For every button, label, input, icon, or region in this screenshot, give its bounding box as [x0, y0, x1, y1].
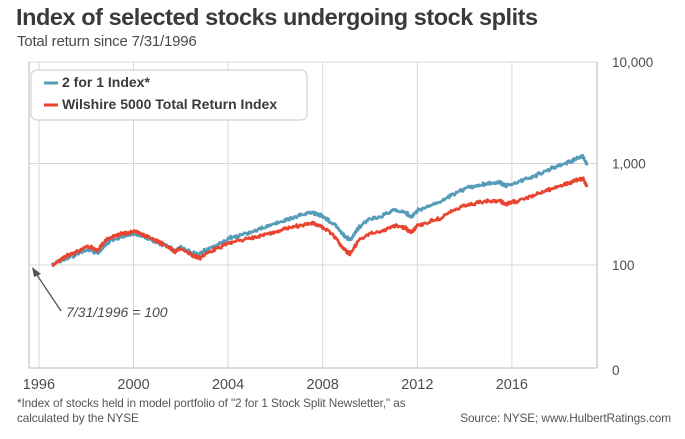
- legend-label: Wilshire 5000 Total Return Index: [62, 96, 277, 112]
- series-line: [51, 153, 589, 268]
- legend-background: [30, 69, 308, 121]
- chart-footnote: *Index of stocks held in model portfolio…: [17, 396, 406, 425]
- annotation-arrow-head: [32, 267, 41, 277]
- y-axis-tick-label: 10,000: [612, 55, 653, 70]
- series-line: [51, 176, 589, 267]
- page-subtitle: Total return since 7/31/1996: [17, 33, 197, 50]
- annotation-label: 7/31/1996 = 100: [66, 304, 168, 320]
- x-axis-tick-label: 2004: [212, 377, 244, 393]
- x-axis-tick-label: 2016: [496, 377, 528, 393]
- x-axis-tick-label: 2000: [117, 377, 149, 393]
- chart-legend: 2 for 1 Index* Wilshire 5000 Total Return…: [30, 69, 308, 121]
- x-axis-tick-label: 2012: [401, 377, 433, 393]
- y-axis-tick-label: 0: [612, 363, 620, 378]
- y-axis-tick-label: 100: [612, 258, 635, 273]
- y-axis-tick-label: 1,000: [612, 157, 646, 172]
- chart-container: 10,000 1,000 100 0 1996 2000 2004 2008 2012 2016 7…: [23, 55, 653, 393]
- chart-source: Source: NYSE; www.HulbertRatings.com: [460, 411, 671, 425]
- page-title: Index of selected stocks undergoing stoc…: [16, 4, 538, 30]
- x-axis-tick-label: 2008: [307, 377, 339, 393]
- annotation-arrow-line: [34, 271, 62, 312]
- line-chart: 10,000 1,000 100 0 1996 2000 2004 2008 2012 2016 7…: [23, 55, 653, 393]
- legend-label: 2 for 1 Index*: [62, 74, 150, 90]
- x-axis-tick-label: 1996: [23, 377, 55, 393]
